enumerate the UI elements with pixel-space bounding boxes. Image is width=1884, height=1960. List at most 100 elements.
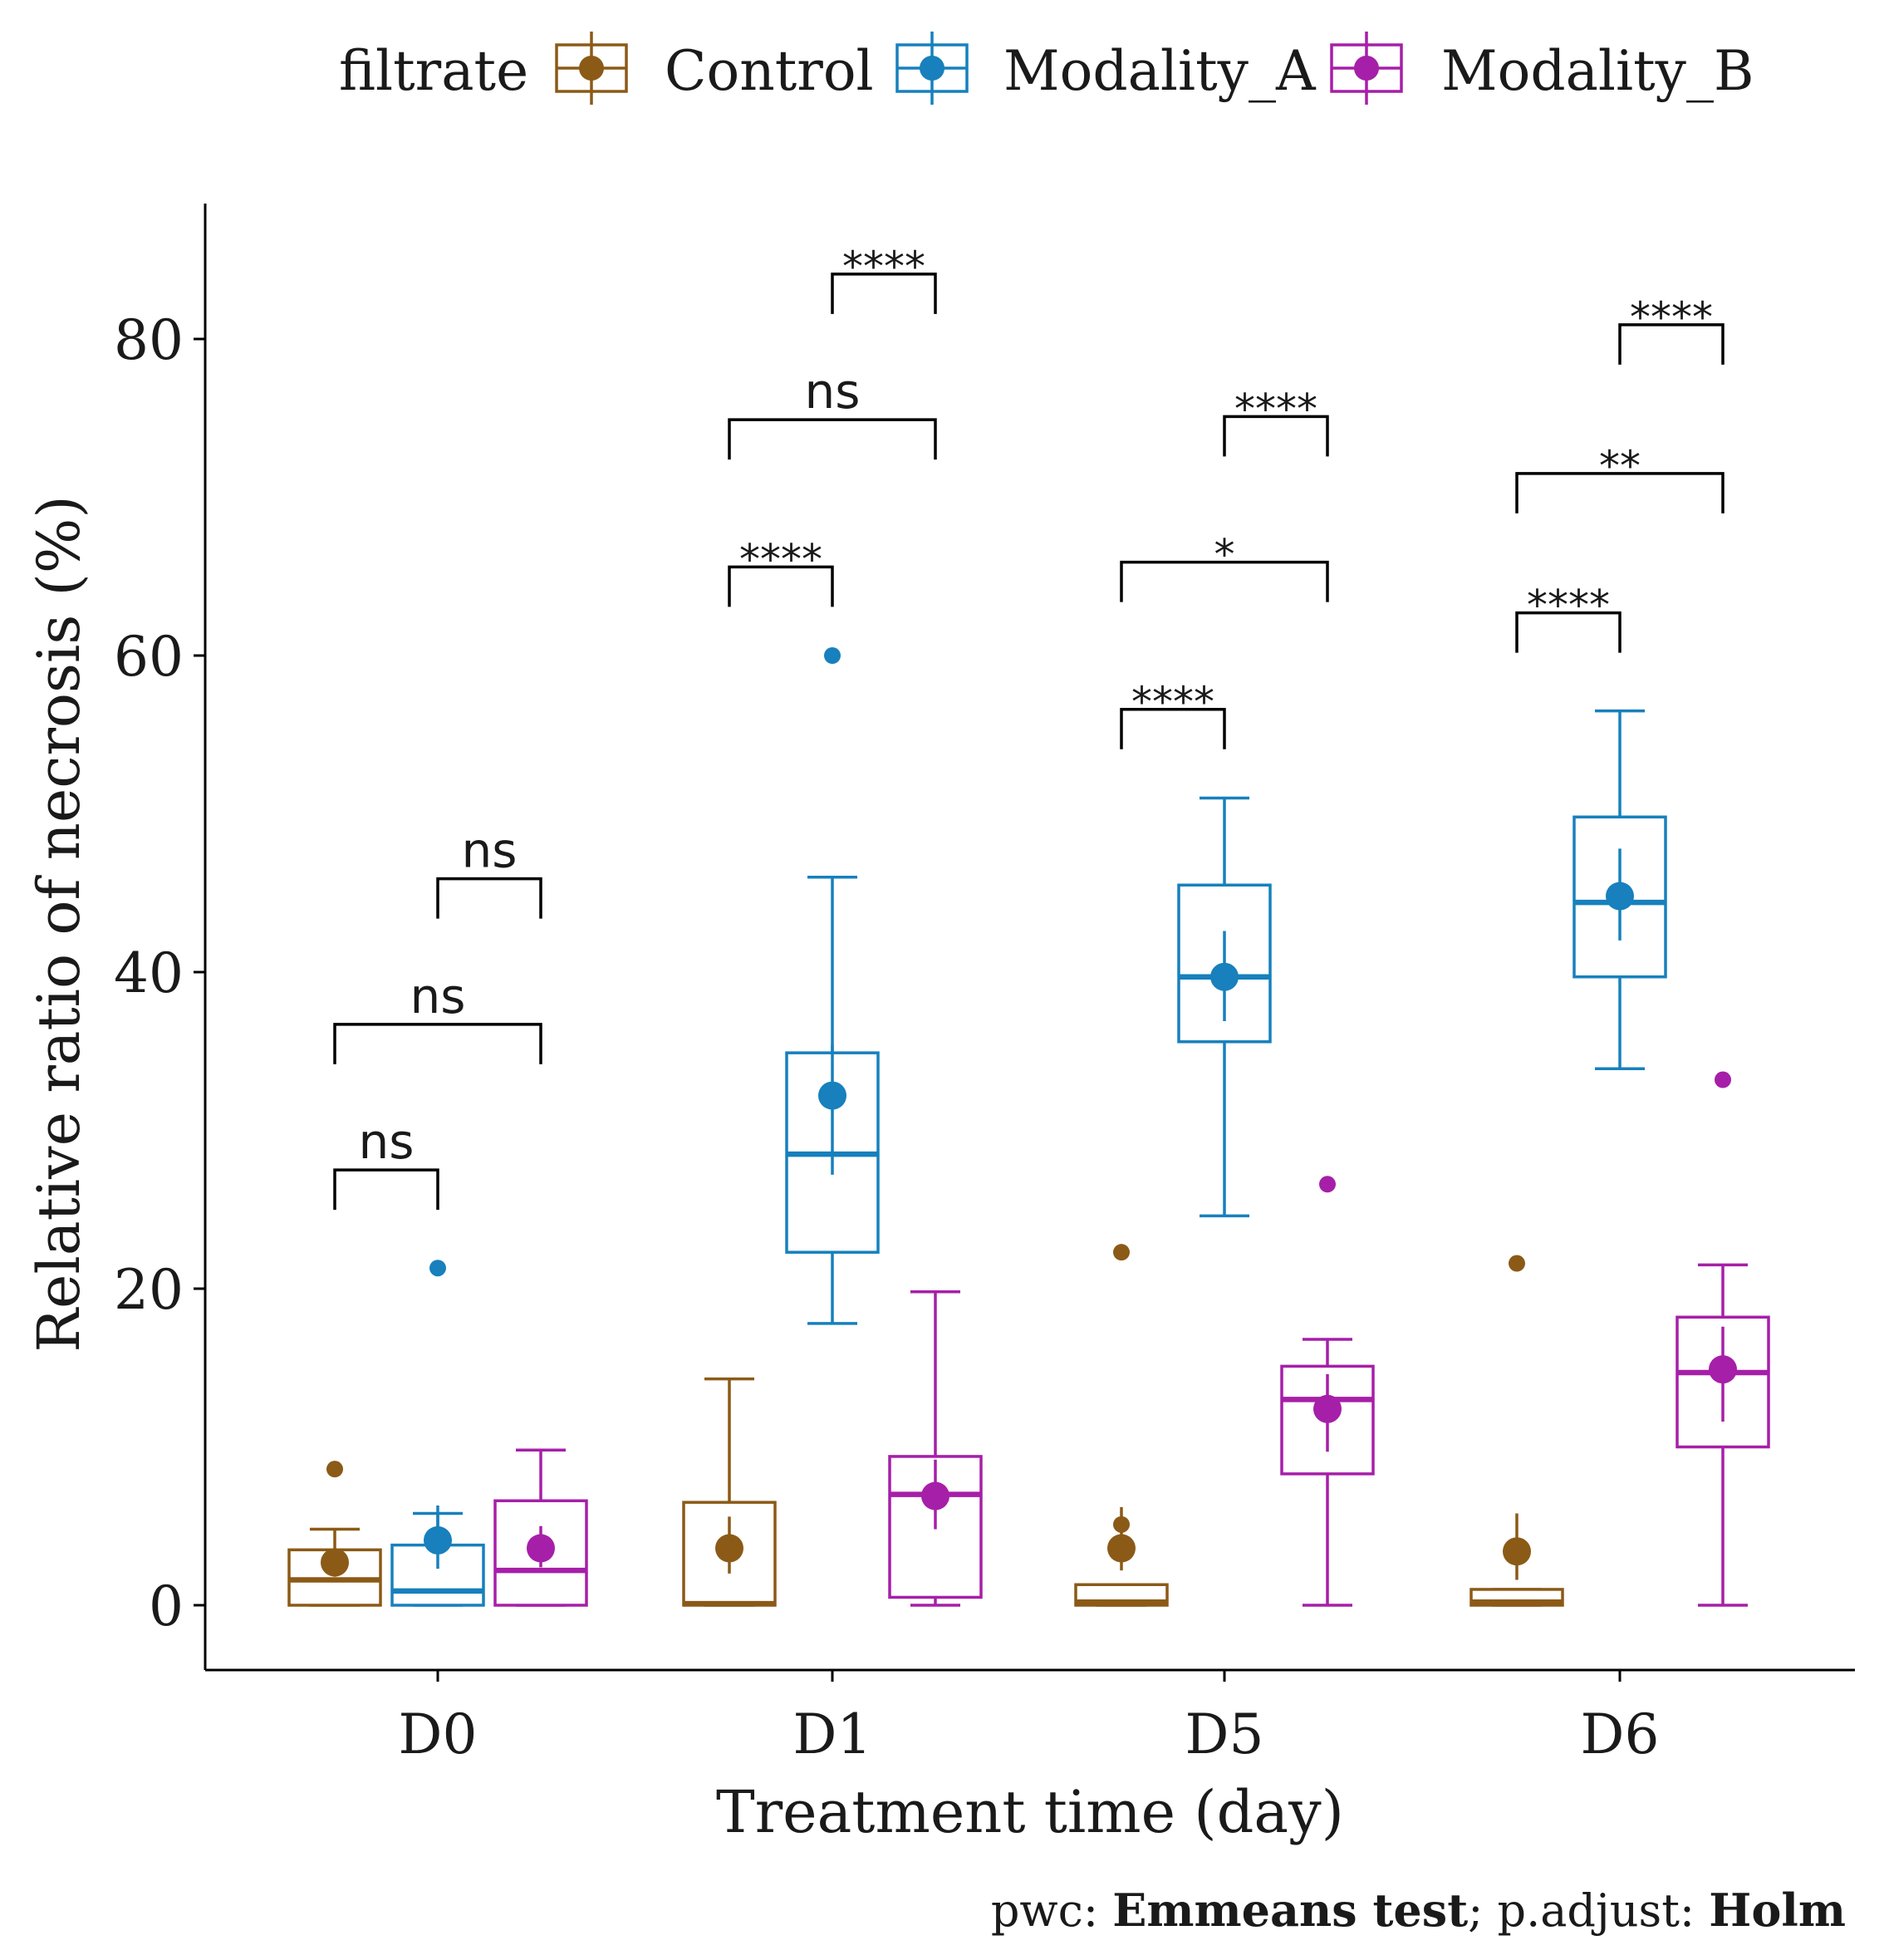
- outlier-point: [1509, 1255, 1525, 1272]
- caption: pwc: Emmeans test; p.adjust: Holm: [991, 1884, 1846, 1937]
- box-modality_b-d0: [493, 1448, 588, 1607]
- box-modality_a-d6: [1572, 709, 1667, 1070]
- comparison-bracket: *: [1120, 531, 1329, 602]
- mean-point: [715, 1534, 743, 1563]
- mean-point: [1503, 1537, 1531, 1566]
- box-iqr: [1572, 815, 1667, 979]
- x-axis-title: Treatment time (day): [716, 1778, 1344, 1846]
- significance-label: ****: [842, 243, 925, 291]
- mean-point: [818, 1081, 846, 1110]
- mean-point: [1709, 1355, 1737, 1384]
- series-modality_b: [493, 1071, 1770, 1607]
- y-tick-label: 80: [114, 308, 184, 372]
- series-modality_a: [390, 647, 1667, 1607]
- comparison-bracket: ns: [728, 363, 937, 460]
- comparison-bracket: ****: [1515, 582, 1622, 653]
- outlier-point: [824, 647, 841, 664]
- caption-method: Emmeans test: [1112, 1884, 1468, 1937]
- box-modality_b-d6: [1675, 1071, 1770, 1607]
- box-control-d5: [1074, 1244, 1169, 1607]
- significance-label: ns: [805, 363, 861, 420]
- mean-point: [1313, 1394, 1342, 1423]
- significance-label: ns: [359, 1113, 415, 1170]
- y-tick-label: 0: [149, 1574, 184, 1638]
- significance-label: ****: [1630, 293, 1713, 341]
- comparison-bracket: ns: [333, 968, 542, 1064]
- legend-label-control: Control: [665, 39, 874, 103]
- mean-point: [1606, 882, 1634, 911]
- comparison-bracket: ****: [1120, 678, 1226, 749]
- mean-point: [1107, 1534, 1136, 1563]
- bracket-line: [728, 418, 937, 460]
- comparison-bracket: ****: [1223, 385, 1329, 457]
- box-modality_a-d0: [390, 1260, 485, 1607]
- significance-label: ns: [462, 823, 518, 879]
- legend: filtrate Control Modality_A Modality_B: [339, 32, 1754, 105]
- legend-key-control: [555, 32, 628, 105]
- legend-label-modality_b: Modality_B: [1441, 39, 1754, 103]
- significance-label: **: [1599, 442, 1641, 490]
- bracket-line: [1515, 472, 1725, 513]
- caption-label: pwc:: [991, 1884, 1112, 1937]
- legend-title: filtrate: [339, 39, 528, 103]
- axes: 0 20 40 60 80 D0 D1 D5 D6 Treatment time (day) Rel…: [25, 204, 1855, 1937]
- significance-label: ****: [1131, 678, 1214, 726]
- bracket-line: [1120, 708, 1226, 749]
- bracket-line: [333, 1168, 439, 1211]
- legend-label-modality_a: Modality_A: [1003, 39, 1317, 103]
- comparison-bracket: **: [1515, 442, 1725, 513]
- significance-label: ****: [1527, 582, 1610, 630]
- significance-label: ****: [739, 535, 822, 583]
- bracket-line: [333, 1023, 542, 1064]
- y-tick-label: 20: [114, 1258, 184, 1322]
- plot-area: [287, 647, 1770, 1607]
- comparison-bracket: ns: [436, 823, 542, 919]
- y-axis-title: Relative ratio of necrosis (%): [25, 495, 93, 1352]
- x-tick-label: D5: [1185, 1702, 1264, 1766]
- outlier-point: [326, 1461, 343, 1478]
- box-modality_a-d5: [1177, 796, 1272, 1218]
- caption-separator: ; p.adjust:: [1468, 1884, 1709, 1937]
- y-tick-label: 40: [114, 941, 184, 1005]
- y-tick-label: 60: [114, 625, 184, 689]
- x-tick-label: D6: [1581, 1702, 1660, 1766]
- box-control-d1: [682, 1377, 777, 1607]
- box-control-d6: [1469, 1255, 1564, 1607]
- bracket-line: [436, 877, 542, 919]
- mean-point: [921, 1481, 949, 1511]
- mean-point: [1210, 962, 1239, 991]
- bracket-line: [1618, 323, 1725, 365]
- significance-label: ns: [410, 968, 466, 1024]
- outlier-point: [1113, 1515, 1130, 1533]
- comparison-bracket: ****: [728, 535, 834, 607]
- significance-label: *: [1214, 531, 1235, 579]
- outlier-point: [1113, 1244, 1130, 1261]
- legend-key-modality_b: [1330, 32, 1403, 105]
- mean-point: [321, 1548, 349, 1577]
- comparison-bracket: ****: [1618, 293, 1725, 365]
- x-tick-label: D1: [793, 1702, 872, 1766]
- legend-point-symbol: [920, 56, 944, 81]
- legend-key-modality_a: [895, 32, 969, 105]
- box-iqr: [493, 1499, 588, 1607]
- box-iqr: [390, 1543, 485, 1607]
- comparison-bracket: ****: [831, 243, 937, 314]
- box-control-d0: [287, 1461, 382, 1607]
- box-modality_b-d5: [1280, 1176, 1375, 1607]
- comparison-bracket: ns: [333, 1113, 439, 1211]
- significance-label: ****: [1234, 385, 1317, 433]
- series-control: [287, 1244, 1564, 1607]
- x-tick-label: D0: [399, 1702, 478, 1766]
- legend-point-symbol: [579, 56, 604, 81]
- box-modality_a-d1: [785, 647, 880, 1325]
- legend-point-symbol: [1354, 56, 1379, 81]
- box-modality_b-d1: [888, 1290, 983, 1607]
- mean-point: [527, 1534, 555, 1563]
- bracket-line: [1120, 560, 1329, 602]
- outlier-point: [429, 1260, 446, 1277]
- bracket-line: [728, 565, 834, 607]
- outlier-point: [1319, 1176, 1336, 1193]
